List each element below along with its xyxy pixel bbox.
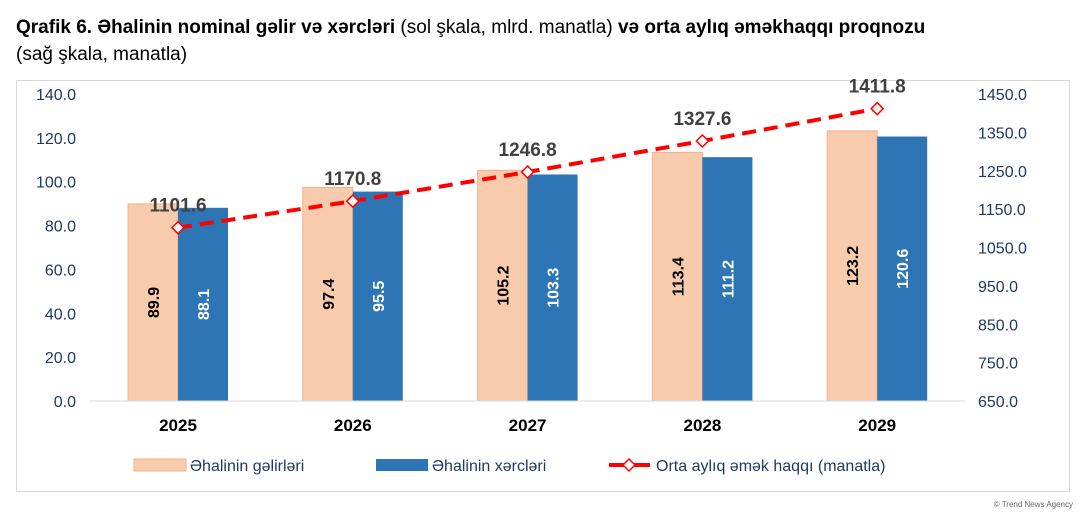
expense-bar (527, 174, 578, 401)
x-axis-tick: 2027 (509, 416, 547, 435)
x-axis-tick: 2025 (159, 416, 197, 435)
wage-label: 1327.6 (673, 109, 731, 130)
wage-marker (870, 101, 885, 116)
legend-wage-marker (621, 457, 637, 473)
left-axis-tick: 80.0 (45, 219, 76, 236)
income-bar-label: 123.2 (845, 246, 862, 286)
title-normal-2: (sağ şkala, manatla) (16, 44, 188, 65)
watermark: © Trend News Agency (993, 500, 1073, 509)
left-axis-tick: 20.0 (45, 350, 76, 367)
wage-label: 1101.6 (149, 196, 206, 217)
right-axis-tick: 650.0 (978, 394, 1018, 411)
income-bar-label: 89.9 (146, 287, 163, 318)
left-axis-tick: 100.0 (36, 175, 76, 192)
expense-bar-label: 95.5 (371, 281, 388, 312)
right-axis-tick: 1250.0 (978, 164, 1027, 181)
expense-bar-label: 120.6 (895, 249, 912, 289)
chart-frame (16, 80, 1070, 492)
wage-marker (695, 133, 710, 149)
left-axis-tick: 0.0 (54, 394, 76, 411)
legend-expense-swatch (376, 459, 428, 471)
income-bar-label: 97.4 (321, 279, 338, 310)
x-axis-tick: 2026 (334, 416, 372, 435)
wage-label: 1170.8 (324, 169, 381, 190)
right-axis-tick: 1450.0 (978, 87, 1027, 104)
chart-title: Qrafik 6. Əhalinin nominal gəlir və xərc… (16, 14, 1076, 68)
income-bar-label: 105.2 (496, 266, 513, 306)
right-axis-tick: 1150.0 (978, 202, 1026, 219)
legend-income-swatch (133, 458, 187, 472)
expense-bar (877, 136, 928, 401)
right-axis-tick: 750.0 (978, 356, 1018, 373)
expense-bar (352, 191, 403, 401)
expense-bar-label: 111.2 (720, 260, 737, 298)
title-normal-1: (sol şkala, mlrd. manatla) (395, 17, 618, 38)
legend-income-label: Əhalinin gəlirləri (190, 458, 304, 475)
title-bold-1: Qrafik 6. Əhalinin nominal gəlir və xərc… (16, 17, 396, 38)
income-bar (302, 186, 354, 402)
wage-marker (520, 164, 535, 180)
income-bar (477, 169, 529, 402)
legend-wage-label: Orta aylıq əmək haqqı (manatla) (656, 458, 885, 475)
expense-bar-label: 88.1 (196, 289, 213, 320)
expense-bar (178, 207, 228, 401)
title-bold-2: və orta aylıq əməkhaqqı proqnozu (617, 17, 926, 38)
right-axis-tick: 850.0 (978, 317, 1018, 334)
x-axis-tick: 2029 (858, 416, 896, 435)
left-axis-tick: 120.0 (36, 131, 76, 148)
expense-bar-label: 103.3 (546, 268, 563, 308)
wage-label: 1246.8 (499, 140, 557, 161)
wage-marker (170, 220, 186, 235)
right-axis-tick: 1350.0 (978, 125, 1027, 142)
wage-label: 1411.8 (849, 77, 906, 98)
right-axis-tick: 950.0 (978, 279, 1018, 296)
expense-bar (702, 157, 753, 401)
legend-expense-label: Əhalinin xərcləri (432, 458, 546, 475)
right-axis-tick: 1050.0 (978, 241, 1027, 258)
income-bar-label: 113.4 (670, 257, 687, 296)
wage-marker (345, 194, 360, 209)
income-bar (127, 203, 179, 402)
x-axis-tick: 2028 (683, 416, 721, 435)
left-axis-tick: 60.0 (45, 262, 76, 279)
left-axis-tick: 40.0 (45, 306, 76, 323)
left-axis-tick: 140.0 (36, 87, 76, 104)
